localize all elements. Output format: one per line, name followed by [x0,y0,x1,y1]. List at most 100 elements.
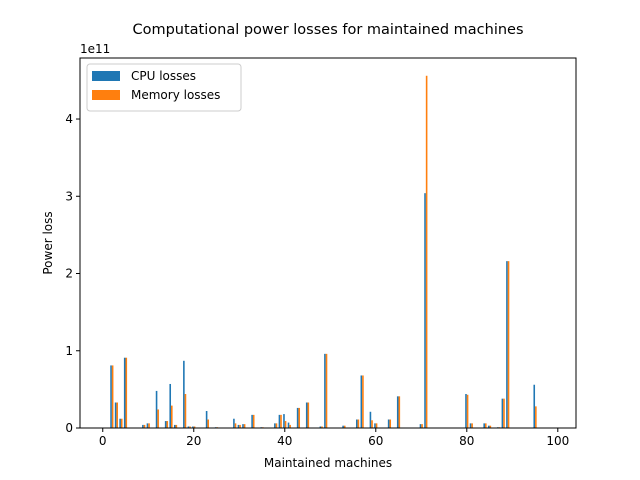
legend-box [86,63,242,112]
cpu-loss-bar-4 [119,418,121,428]
cpu-loss-bar-29 [233,418,235,428]
cpu-loss-bar-88 [501,398,504,428]
memory-loss-bar-56 [357,419,360,428]
x-tick-label: 100 [546,434,569,448]
cpu-loss-bar-19 [187,426,190,428]
x-tick-label: 60 [368,434,383,448]
memory-loss-bar-43 [298,407,301,428]
cpu-loss-bar-12 [155,390,158,428]
memory-loss-bar-12 [157,409,159,428]
memory-loss-bar-20 [193,426,196,428]
cpu-loss-bar-39 [278,414,281,428]
memory-loss-bar-4 [120,418,123,428]
legend-label: Memory losses [131,88,220,102]
memory-loss-bar-2 [111,365,114,428]
memory-loss-bar-81 [471,423,473,428]
cpu-loss-bar-49 [324,353,326,428]
cpu-loss-bar-38 [274,423,276,428]
x-tick-label: 20 [186,434,201,448]
memory-loss-bar-70 [421,424,423,428]
cpu-loss-bar-57 [360,375,363,428]
cpu-loss-bar-84 [483,423,485,428]
memory-loss-bar-5 [125,357,128,428]
cpu-loss-bar-81 [469,423,472,428]
y-tick-label: 0 [65,421,73,435]
memory-loss-bar-40 [284,421,287,428]
memory-loss-bar-89 [507,261,510,428]
cpu-loss-bar-3 [114,402,117,428]
cpu-loss-bar-15 [169,383,172,428]
chart-title: Computational power losses for maintaine… [132,22,523,38]
x-tick-label: 40 [277,434,292,448]
memory-loss-bar-71 [425,75,428,429]
cpu-loss-bar-2 [110,365,112,428]
cpu-loss-bar-33 [251,414,253,428]
memory-loss-bar-3 [116,402,118,428]
cpu-loss-bar-85 [487,425,490,428]
memory-loss-bar-59 [371,420,373,428]
memory-loss-bar-14 [166,421,169,428]
memory-loss-bar-48 [321,426,323,428]
memory-loss-bar-30 [239,424,241,428]
legend: CPU losses Memory losses [86,63,242,112]
cpu-loss-bar-45 [305,402,308,428]
cpu-loss-bar-5 [123,357,126,428]
cpu-loss-bar-23 [205,411,208,428]
memory-loss-bar-65 [398,396,401,428]
y-axis-label: Power loss [41,211,55,274]
cpu-loss-bar-56 [355,419,358,428]
memory-loss-bar-33 [252,414,255,428]
bars-layer [110,75,537,429]
memory-loss-bar-41 [289,424,291,428]
y-tick-label: 4 [65,112,73,126]
plot-frame [79,57,577,429]
memory-loss-bar-31 [243,424,246,428]
memory-loss-bar-16 [175,424,178,428]
memory-loss-bar-80 [466,394,469,428]
x-axis-label: Maintained machines [264,456,392,470]
y-offset-text: 1e11 [80,42,110,56]
cpu-loss-bar-95 [533,384,536,428]
cpu-loss-bar-48 [319,426,322,428]
cpu-loss-bar-70 [419,424,422,428]
memory-loss-bar-88 [503,398,505,428]
y-tick-label: 3 [65,189,73,203]
cpu-loss-bar-10 [146,423,149,428]
legend-swatch [92,71,120,81]
cpu-loss-bar-43 [296,407,299,428]
y-tick-label: 1 [65,344,73,358]
y-tick-label: 2 [65,267,73,281]
legend-label: CPU losses [131,69,196,83]
memory-loss-bar-57 [362,375,364,428]
cpu-loss-bar-41 [287,422,290,428]
x-tick-label: 80 [459,434,474,448]
x-tick-label: 0 [99,434,107,448]
plot-area [80,58,576,428]
memory-loss-bar-63 [389,419,392,428]
memory-loss-bar-95 [535,406,537,428]
memory-loss-bar-39 [280,414,282,428]
cpu-loss-bar-16 [173,424,176,428]
cpu-loss-bar-14 [164,421,167,428]
memory-loss-bar-45 [307,402,310,428]
cpu-loss-bar-80 [465,394,467,428]
memory-loss-bar-10 [148,423,150,428]
memory-loss-bar-84 [484,423,487,428]
cpu-loss-bar-40 [283,414,285,428]
cpu-loss-bar-18 [183,360,185,428]
y-ticks: 0 1 2 3 4 [65,112,80,435]
memory-loss-bar-38 [275,423,278,428]
cpu-loss-bar-59 [369,411,372,428]
cpu-loss-bar-31 [242,424,244,428]
memory-loss-bar-60 [375,423,378,428]
memory-loss-bar-15 [171,405,173,428]
cpu-loss-bar-60 [374,423,376,428]
memory-loss-bar-49 [325,353,328,428]
memory-loss-bar-53 [343,425,346,428]
cpu-loss-bar-65 [396,396,399,428]
memory-loss-bar-18 [184,394,187,428]
memory-loss-bar-85 [489,425,492,428]
memory-loss-bar-29 [234,423,237,428]
cpu-loss-bar-9 [142,424,144,428]
